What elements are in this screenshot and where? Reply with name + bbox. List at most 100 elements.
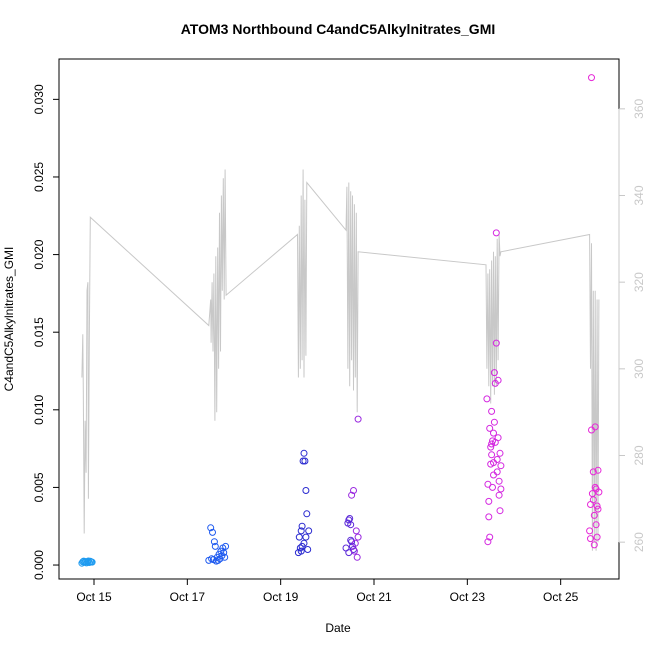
data-point xyxy=(211,542,219,550)
data-point xyxy=(590,511,598,519)
data-point xyxy=(220,549,228,557)
data-point xyxy=(591,423,599,431)
data-point xyxy=(587,535,594,543)
x-tick-label: Oct 15 xyxy=(76,590,112,604)
data-point xyxy=(494,434,502,442)
data-point xyxy=(495,491,503,499)
series-line xyxy=(81,169,600,551)
x-axis-label: Date xyxy=(325,621,351,635)
data-point xyxy=(489,483,496,491)
data-point xyxy=(209,528,216,536)
data-point xyxy=(484,538,492,546)
y-tick-label: 0.005 xyxy=(32,472,46,502)
data-point xyxy=(210,538,218,546)
data-point xyxy=(353,553,361,561)
data-point xyxy=(354,415,362,423)
data-point xyxy=(497,462,505,470)
data-point xyxy=(297,547,305,555)
scatter-layer xyxy=(78,74,603,567)
data-point xyxy=(347,521,355,529)
data-point xyxy=(304,546,312,553)
data-point xyxy=(302,487,310,494)
chart-title: ATOM3 Northbound C4andC5Alkylnitrates_GM… xyxy=(181,21,496,37)
data-point xyxy=(348,491,356,499)
data-point xyxy=(490,369,498,377)
x-tick-label: Oct 21 xyxy=(356,590,392,604)
y2-tick-label: 280 xyxy=(632,445,646,465)
data-point xyxy=(485,497,493,505)
data-point xyxy=(350,547,358,555)
data-point xyxy=(298,522,306,530)
y-tick-label: 0.000 xyxy=(32,550,46,580)
y2-tick-label: 300 xyxy=(632,359,646,379)
data-point xyxy=(88,558,96,566)
data-point xyxy=(300,449,308,457)
data-point xyxy=(488,407,496,415)
y2-tick-label: 340 xyxy=(632,185,646,205)
data-point xyxy=(300,539,308,547)
data-point xyxy=(493,468,501,476)
data-point xyxy=(345,549,353,557)
y2-tick-label: 360 xyxy=(632,99,646,119)
data-point xyxy=(486,533,494,541)
data-point xyxy=(486,424,494,432)
data-point xyxy=(297,527,305,535)
data-point xyxy=(488,451,496,459)
data-point xyxy=(354,533,362,541)
y-tick-label: 0.030 xyxy=(32,84,46,114)
data-point xyxy=(351,539,359,547)
y2-axis: 260 280 300 320 340 360 xyxy=(618,99,646,552)
data-point xyxy=(222,542,230,550)
y-axis: 0.000 0.005 0.010 0.015 0.020 0.025 0.030 xyxy=(32,84,60,580)
data-point xyxy=(490,418,498,426)
data-point xyxy=(586,527,594,535)
data-point xyxy=(302,533,310,541)
data-point xyxy=(496,449,504,457)
data-point xyxy=(301,457,309,465)
data-point xyxy=(221,553,229,561)
y-tick-label: 0.025 xyxy=(32,162,46,192)
data-point xyxy=(296,544,304,552)
data-point xyxy=(492,229,500,237)
x-tick-label: Oct 17 xyxy=(170,590,206,604)
y2-tick-label: 260 xyxy=(632,532,646,552)
data-point xyxy=(483,395,491,403)
y-axis-label: C4andC5Alkylnitrates_GMI xyxy=(2,247,16,392)
data-point xyxy=(348,538,356,546)
data-point xyxy=(488,440,496,448)
data-point xyxy=(589,468,597,476)
data-point xyxy=(590,541,598,549)
data-point xyxy=(345,516,353,524)
x-tick-label: Oct 19 xyxy=(263,590,299,604)
data-point xyxy=(494,376,502,384)
data-point xyxy=(303,510,311,518)
data-point xyxy=(305,527,313,535)
data-point xyxy=(594,505,602,513)
y-tick-label: 0.020 xyxy=(32,239,46,269)
x-tick-label: Oct 25 xyxy=(543,590,579,604)
data-point xyxy=(492,339,500,347)
data-point xyxy=(495,477,503,485)
data-point xyxy=(207,524,215,532)
data-point xyxy=(295,533,303,541)
data-point xyxy=(595,488,603,496)
plot-frame xyxy=(58,58,620,580)
data-point xyxy=(490,429,497,437)
data-point xyxy=(485,513,493,521)
y-tick-label: 0.015 xyxy=(32,317,46,347)
data-point xyxy=(490,459,497,467)
y-tick-label: 0.010 xyxy=(32,394,46,424)
data-point xyxy=(497,485,505,493)
data-point xyxy=(593,502,601,510)
aux-line-layer xyxy=(81,169,600,551)
data-point xyxy=(487,443,495,451)
data-point xyxy=(592,521,600,529)
data-point xyxy=(350,487,357,494)
x-tick-label: Oct 23 xyxy=(450,590,486,604)
data-point xyxy=(593,533,601,541)
data-point xyxy=(496,507,504,515)
data-point xyxy=(588,74,595,82)
x-axis: Oct 15 Oct 17 Oct 19 Oct 21 Oct 23 Oct 25 xyxy=(76,578,579,604)
data-point xyxy=(352,527,360,535)
